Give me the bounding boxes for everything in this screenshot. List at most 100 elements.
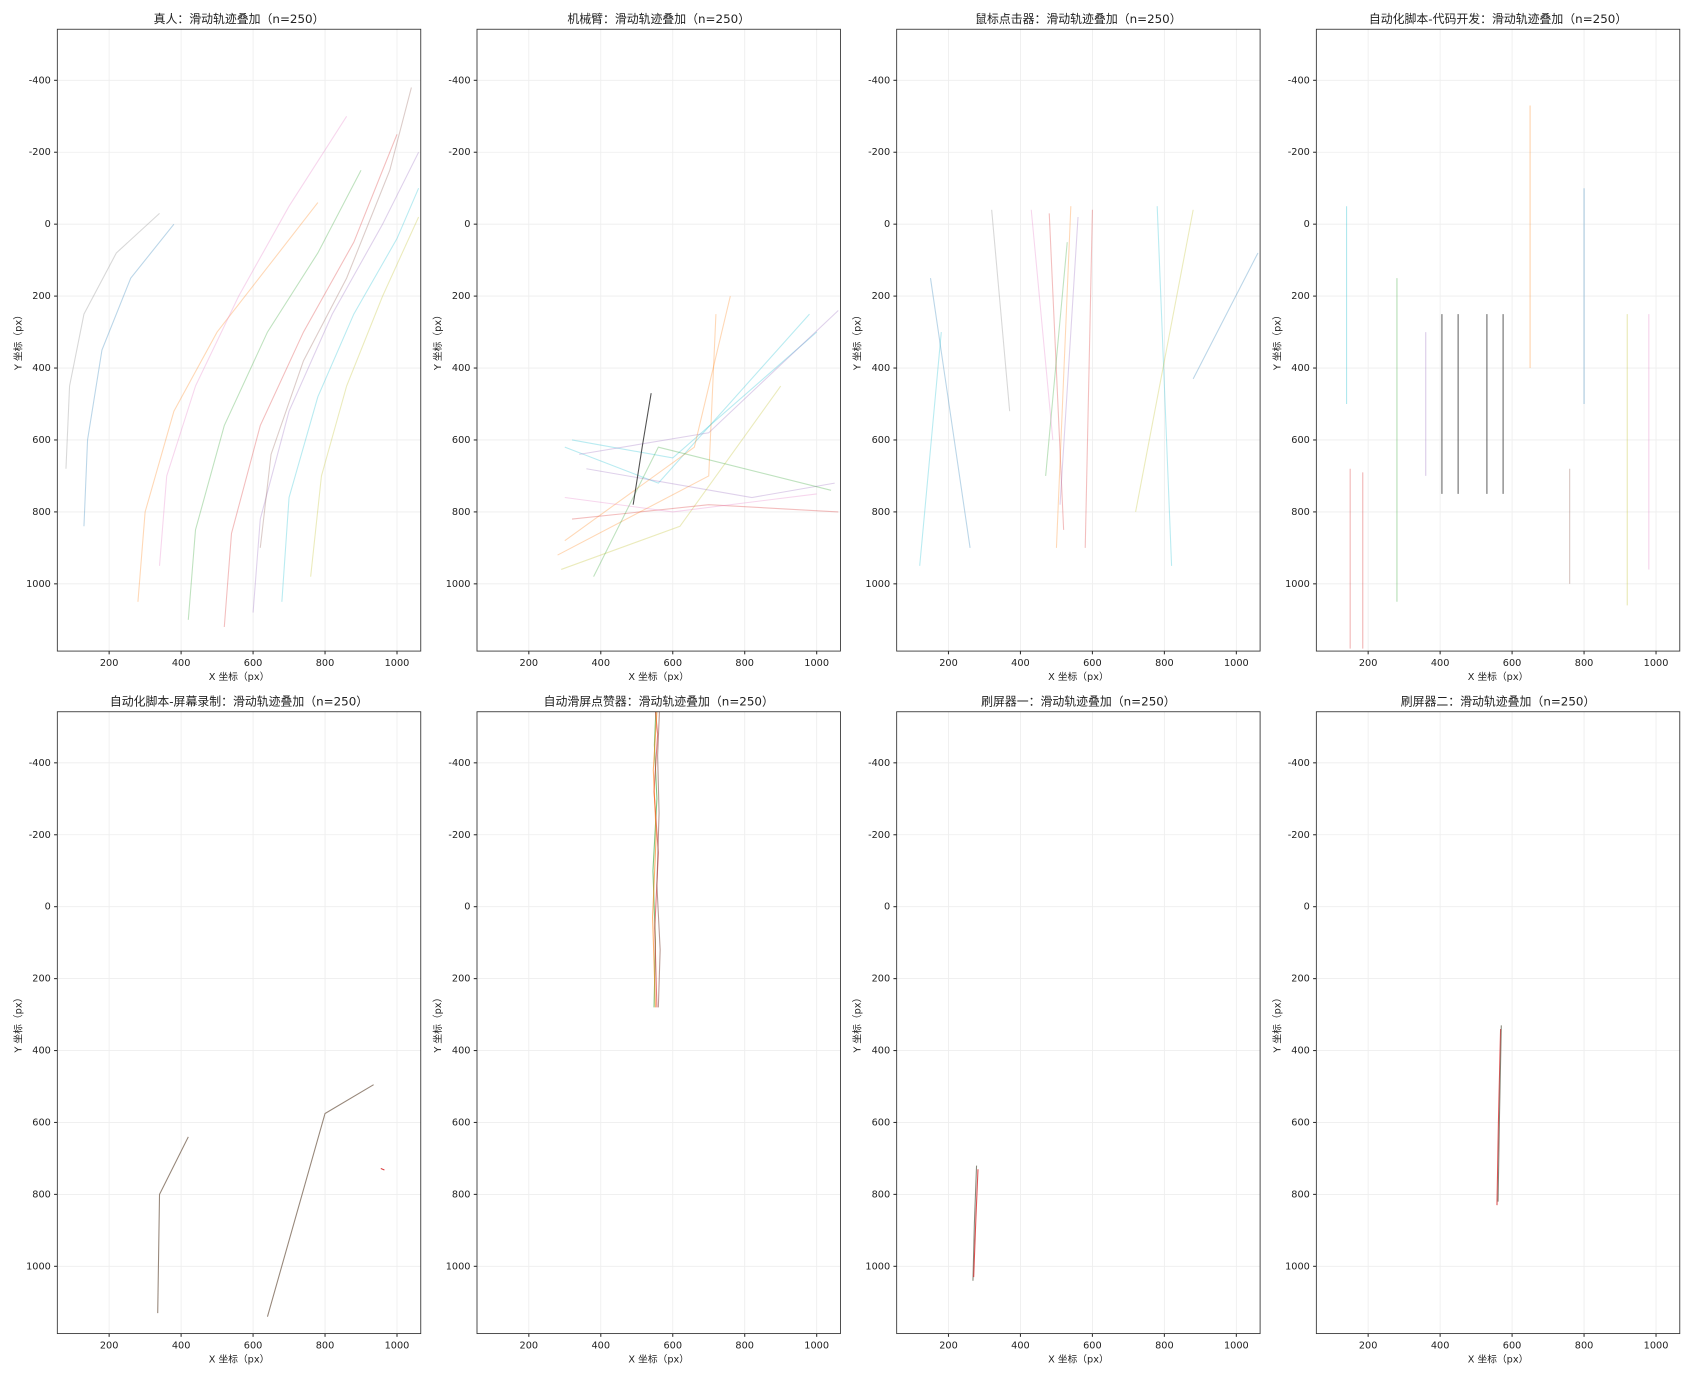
y-tick-label: -400	[868, 75, 890, 86]
trajectory	[1030, 209, 1054, 441]
panel-title: 自动化脚本-屏幕录制：滑动轨迹叠加（n=250）	[110, 694, 368, 708]
x-tick-label: 1000	[804, 658, 829, 669]
y-tick-label: -200	[29, 830, 51, 841]
y-tick-label: 200	[32, 291, 51, 302]
y-tick-label: 0	[1304, 219, 1310, 230]
trajectory	[564, 313, 810, 484]
x-tick-label: 400	[1011, 1340, 1030, 1351]
panel: 200 400 600 800 1000 -400 -200 0 200 400 600 800 100…	[432, 694, 841, 1366]
trajectory	[579, 310, 839, 455]
x-tick-label: 800	[1155, 1340, 1174, 1351]
axes-frame	[896, 711, 1261, 1335]
y-tick-label: 600	[872, 1117, 891, 1128]
trajectory	[586, 468, 835, 499]
trajectory	[557, 314, 717, 556]
x-axis-label: X 坐标（px）	[1468, 671, 1529, 683]
trajectory	[929, 278, 971, 548]
trajectory	[1156, 206, 1173, 566]
x-tick-label: 400	[172, 658, 191, 669]
x-tick-label: 1000	[1644, 1340, 1669, 1351]
trajectory	[1496, 1028, 1502, 1206]
y-axis-label: Y 坐标（px）	[12, 310, 24, 371]
trajectory	[1045, 242, 1068, 476]
axes-frame	[56, 28, 422, 652]
y-tick-label: 800	[32, 507, 51, 518]
x-tick-label: 600	[663, 658, 682, 669]
y-tick-label: 400	[872, 1046, 891, 1057]
y-tick-label: 400	[32, 363, 51, 374]
axes-frame	[896, 28, 1261, 652]
x-tick-label: 200	[100, 1340, 119, 1351]
x-tick-label: 200	[520, 658, 539, 669]
x-tick-label: 400	[1011, 658, 1030, 669]
x-tick-label: 1000	[1224, 658, 1249, 669]
y-tick-label: 1000	[26, 579, 51, 590]
panel-title: 自动滑屏点赞器：滑动轨迹叠加（n=250）	[544, 694, 774, 708]
axes-frame	[476, 28, 841, 652]
x-tick-label: 1000	[385, 1340, 410, 1351]
x-tick-label: 200	[520, 1340, 539, 1351]
panel: 200 400 600 800 1000 -400 -200 0 200 400 600 800 100…	[12, 694, 422, 1366]
y-tick-label: -400	[868, 758, 890, 769]
y-tick-label: 800	[872, 1189, 891, 1200]
axes-frame	[56, 711, 422, 1335]
x-tick-label: 600	[663, 1340, 682, 1351]
panel-title: 机械臂：滑动轨迹叠加（n=250）	[567, 12, 750, 26]
y-tick-label: 1000	[1285, 1261, 1310, 1272]
y-tick-label: 200	[1291, 291, 1310, 302]
panel: 200 400 600 800 1000 -400 -200 0 200 400 600 800 100…	[1271, 12, 1681, 683]
y-tick-label: 800	[1291, 1189, 1310, 1200]
y-axis-label: Y 坐标（px）	[432, 310, 444, 371]
y-axis-label: Y 坐标（px）	[1271, 993, 1283, 1054]
x-tick-label: 800	[1575, 658, 1594, 669]
y-tick-label: 800	[452, 1189, 471, 1200]
panel: 200 400 600 800 1000 -400 -200 0 200 400 600 800 100…	[1271, 694, 1681, 1366]
x-tick-label: 1000	[804, 1340, 829, 1351]
x-axis-label: X 坐标（px）	[209, 671, 270, 683]
trajectory	[1084, 209, 1093, 548]
y-tick-label: 1000	[865, 1261, 890, 1272]
panel: 200 400 600 800 1000 -400 -200 0 200 400 600 800 100…	[12, 12, 422, 683]
trajectory	[593, 446, 832, 577]
y-tick-label: -400	[1288, 758, 1310, 769]
trajectory	[656, 711, 661, 1008]
x-tick-label: 600	[1083, 1340, 1102, 1351]
y-tick-label: 200	[872, 291, 891, 302]
y-tick-label: -400	[29, 75, 51, 86]
trajectory	[137, 202, 319, 602]
trajectory	[652, 711, 658, 1008]
trajectory	[571, 504, 839, 520]
y-tick-label: 800	[1291, 507, 1310, 518]
trajectory	[972, 1165, 978, 1281]
y-tick-label: 1000	[446, 1261, 471, 1272]
trajectory	[1059, 216, 1079, 505]
x-axis-label: X 坐标（px）	[1048, 671, 1109, 683]
y-tick-label: -400	[1288, 75, 1310, 86]
x-tick-label: 200	[939, 1340, 958, 1351]
y-tick-label: -200	[868, 830, 890, 841]
panel-title: 刷屏器一：滑动轨迹叠加（n=250）	[981, 694, 1176, 708]
x-tick-label: 600	[1503, 658, 1522, 669]
trajectory	[157, 1136, 189, 1314]
trajectory	[1135, 209, 1194, 513]
axes-frame	[1315, 28, 1681, 652]
y-axis-label: Y 坐标（px）	[1271, 310, 1283, 371]
trajectory	[1192, 252, 1259, 380]
trajectory	[564, 493, 817, 513]
trajectory	[564, 295, 731, 542]
y-tick-label: 200	[452, 974, 471, 985]
y-tick-label: -200	[1288, 147, 1310, 158]
trajectory	[223, 134, 398, 628]
x-tick-label: 600	[244, 658, 263, 669]
x-tick-label: 800	[316, 1340, 335, 1351]
panel-title: 真人：滑动轨迹叠加（n=250）	[154, 12, 325, 26]
trajectory	[571, 331, 818, 459]
y-tick-label: 0	[464, 219, 470, 230]
y-tick-label: 1000	[446, 579, 471, 590]
y-tick-label: 1000	[865, 579, 890, 590]
y-tick-label: 600	[872, 435, 891, 446]
y-tick-label: -400	[448, 75, 470, 86]
x-axis-label: X 坐标（px）	[628, 1354, 689, 1366]
y-tick-label: 400	[1291, 1046, 1310, 1057]
x-tick-label: 800	[735, 658, 754, 669]
